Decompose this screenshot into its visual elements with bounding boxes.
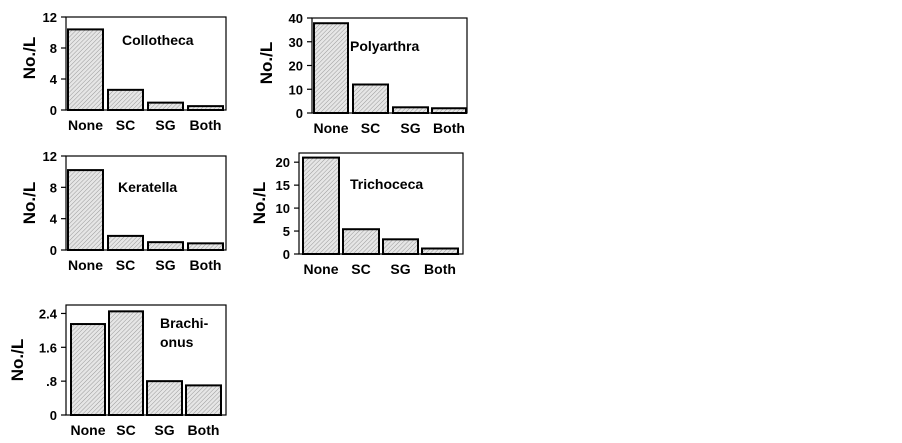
bar-sc [352,83,389,114]
y-tick-label: 8 [50,41,57,56]
bar-sg [146,380,183,416]
bar-sg [147,241,184,252]
bar-sc [107,88,144,111]
panel-title: Polyarthra [350,38,419,54]
bar-none [67,169,104,252]
y-tick-label: 12 [43,149,57,164]
chart-panel-2: 0 10 20 30 40 None SC SG Both No./L Polyarthra [257,11,468,136]
x-category-label: SG [390,261,410,277]
y-tick-label: 0 [296,106,303,121]
y-axis-label: No./L [257,42,276,85]
y-tick-label: 20 [289,59,303,74]
x-category-label: SG [155,117,175,133]
y-tick-label: 10 [289,82,303,97]
x-category-label: SC [361,120,380,136]
bar-both [187,105,224,111]
x-category-label: Both [433,120,465,136]
x-category-label: SC [116,117,135,133]
bar-none [70,323,106,416]
x-category-label: None [304,261,339,277]
x-category-label: SC [116,422,135,438]
chart-panel-3: 0 4 8 12 None SC SG Both No./L Keratella [20,149,227,273]
bar-both [187,242,224,251]
y-tick-label: 0 [50,243,57,258]
bar-both [185,384,222,416]
bar-sc [108,310,144,417]
bar-sg [392,106,429,115]
chart-panel-4: 0 5 10 15 20 None SC SG Both No./L Trichoceca [250,152,464,277]
y-tick-label: 0 [50,408,57,423]
y-tick-label: 2.4 [39,306,58,321]
y-axis-label: No./L [20,37,39,80]
panel-title: Keratella [118,179,177,195]
bar-sg [147,101,184,111]
chart-panel-5: 0 .8 1.6 2.4 None SC SG Both No./L Brachi-onus [8,304,227,438]
y-axis-label: No./L [250,182,269,225]
panel-title: onus [160,334,194,350]
plot-frame [65,155,227,251]
x-category-label: None [68,257,103,273]
x-category-label: None [71,422,106,438]
x-category-label: SC [116,257,135,273]
y-axis-label: No./L [20,182,39,225]
x-category-label: SG [154,422,174,438]
y-tick-label: 12 [43,10,57,25]
y-tick-label: 20 [276,155,290,170]
bar-none [67,28,104,111]
y-tick-label: 40 [289,11,303,26]
x-category-label: SC [351,261,370,277]
bar-sg [382,238,419,256]
plot-frame [298,152,464,255]
x-category-label: SG [155,257,175,273]
bar-none [302,156,340,255]
y-tick-label: 1.6 [39,340,57,355]
y-tick-label: 4 [50,212,58,227]
y-tick-label: 30 [289,35,303,50]
y-tick-label: 5 [283,224,290,239]
y-tick-label: 0 [50,103,57,118]
x-category-label: Both [190,117,222,133]
panel-title: Trichoceca [350,176,423,192]
y-tick-label: 4 [50,72,58,87]
y-tick-label: 10 [276,201,290,216]
y-tick-label: 15 [276,178,290,193]
chart-panel-1: 0 4 8 12 None SC SG Both No./L Collotheca [20,10,227,133]
bar-sc [107,234,144,251]
panel-title: Brachi- [160,315,209,331]
panel-title: Collotheca [122,32,194,48]
plot-frame [65,16,227,111]
x-category-label: None [314,120,349,136]
y-tick-label: 8 [50,180,57,195]
x-category-label: Both [424,261,456,277]
bar-both [421,247,459,255]
y-axis-label: No./L [8,339,27,382]
y-tick-label: .8 [46,374,57,389]
x-category-label: SG [400,120,420,136]
bar-none [313,22,349,115]
y-tick-label: 0 [283,247,290,262]
x-category-label: Both [188,422,220,438]
x-category-label: Both [190,257,222,273]
bar-sc [342,228,380,255]
bar-both [431,107,467,114]
x-category-label: None [68,117,103,133]
